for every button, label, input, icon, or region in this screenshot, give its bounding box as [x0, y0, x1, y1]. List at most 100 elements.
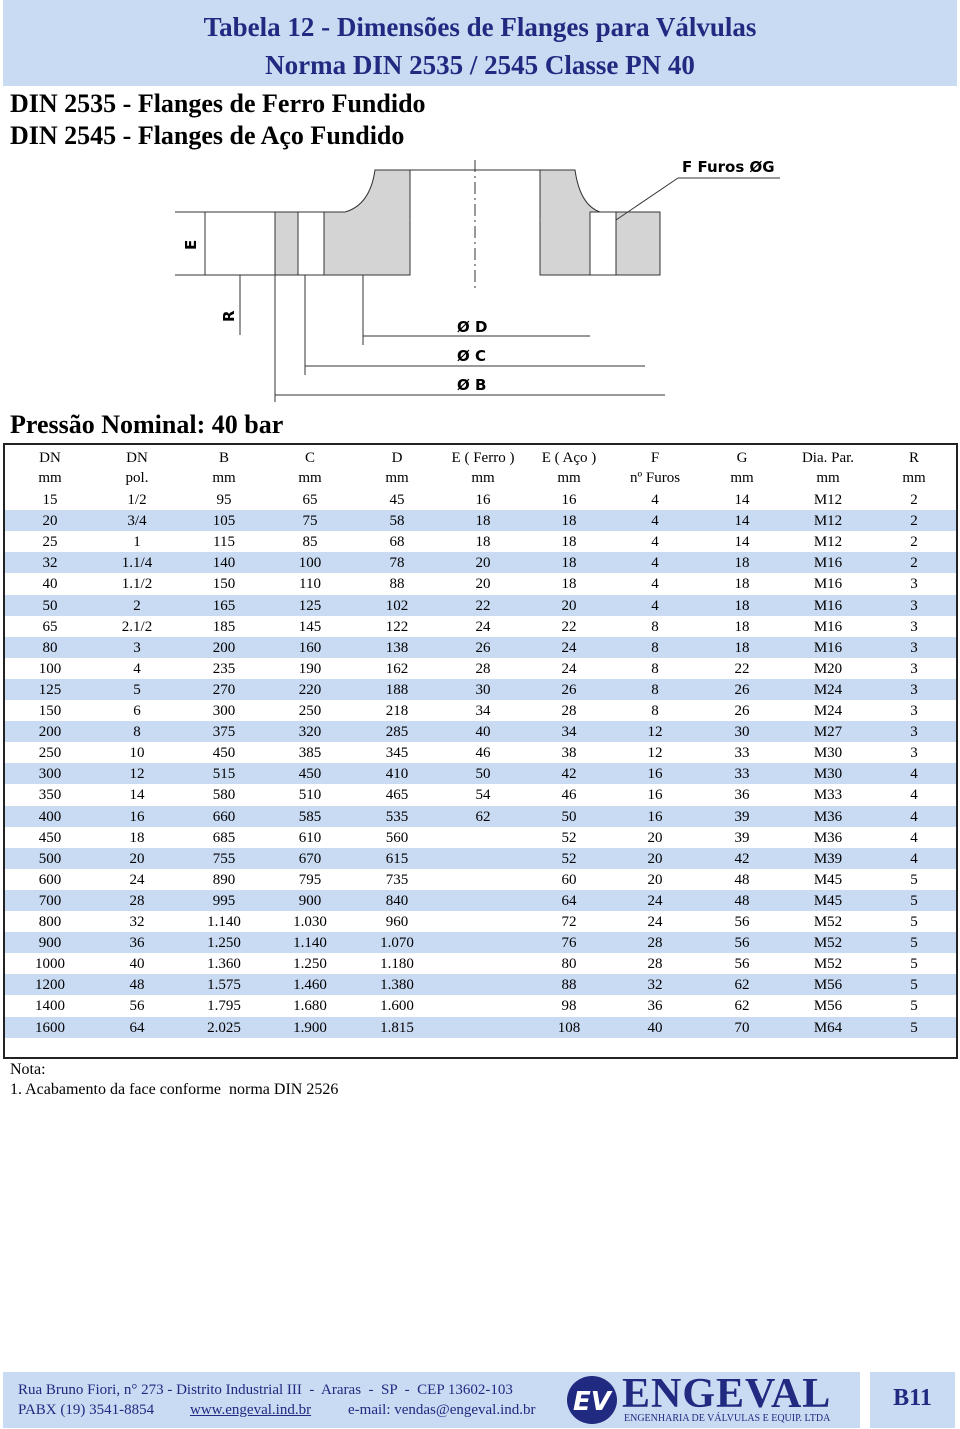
table-cell: 150 — [212, 576, 236, 593]
table-cell: 3/4 — [127, 513, 147, 530]
table-cell: 3 — [910, 703, 918, 719]
table-cell: 65 — [302, 492, 318, 508]
table-cell: 24 — [561, 639, 577, 656]
table-cell: 14 — [734, 492, 750, 508]
table-cell: 12 — [647, 724, 663, 741]
table-cell: 5 — [910, 935, 918, 952]
table-cell: 40 — [129, 956, 145, 973]
table-cell: 25 — [42, 534, 58, 551]
table-cell: 54 — [475, 787, 491, 804]
table-cell: 48 — [129, 977, 145, 994]
table-cell: 3 — [910, 597, 918, 614]
table-cell: 1.815 — [380, 1019, 414, 1036]
table-cell: 410 — [385, 766, 409, 783]
table-cell: 4 — [910, 766, 918, 783]
table-cell: M27 — [813, 724, 843, 741]
table-cell: 6 — [133, 703, 141, 719]
row-background — [5, 889, 956, 911]
table-cell: 500 — [38, 850, 62, 867]
c-label: Ø C — [457, 347, 486, 365]
table-cell: M39 — [813, 850, 843, 867]
table-cell: 70 — [734, 1019, 750, 1036]
table-cell: M16 — [813, 597, 843, 614]
table-cell: 4 — [910, 850, 918, 867]
table-cell: 20 — [42, 513, 58, 530]
table-cell: 16 — [561, 492, 577, 508]
table-cell: 34 — [475, 703, 491, 719]
table-cell: 28 — [129, 892, 145, 909]
table-cell: 24 — [561, 660, 577, 677]
column-unit: pol. — [125, 470, 149, 486]
table-cell: 5 — [910, 892, 918, 909]
table-cell: 39 — [734, 808, 750, 825]
table-cell: 18 — [561, 555, 577, 572]
table-cell: 5 — [910, 956, 918, 973]
table-cell: 32 — [647, 977, 663, 994]
address: Rua Bruno Fiori, n° 273 - Distrito Indus… — [18, 1382, 513, 1398]
column-unit: mm — [212, 470, 236, 486]
pressure: Pressão Nominal: 40 bar — [10, 410, 284, 439]
logo-mark: EV — [573, 1387, 613, 1417]
column-header: E ( Aço ) — [541, 450, 597, 466]
phone: PABX (19) 3541-8854 — [18, 1402, 155, 1418]
column-header: DN — [39, 450, 61, 466]
r-label: R — [220, 310, 238, 322]
table-cell: 660 — [212, 808, 236, 825]
table-cell: 4 — [651, 513, 659, 530]
table-cell: 145 — [298, 618, 322, 635]
table-cell: 1.1/2 — [121, 576, 153, 593]
table-cell: 4 — [910, 787, 918, 804]
table-cell: 18 — [129, 829, 145, 846]
table-cell: 1.460 — [293, 977, 327, 994]
table-cell: M56 — [813, 977, 843, 994]
table-cell: 2 — [910, 492, 918, 508]
table-cell: 14 — [734, 513, 750, 530]
table-cell: 20 — [647, 871, 663, 888]
table-cell: 5 — [910, 977, 918, 994]
table-cell: 1.795 — [207, 998, 241, 1015]
table-cell: 56 — [734, 956, 750, 973]
table-cell: 200 — [38, 724, 62, 741]
table-cell: 465 — [385, 787, 409, 804]
table-cell: 62 — [475, 808, 491, 825]
table-cell: 162 — [385, 660, 409, 677]
column-unit: mm — [557, 470, 581, 486]
table-cell: 4 — [910, 829, 918, 846]
table-cell: 188 — [385, 681, 409, 698]
flange-drawing: F Furos ØG E R Ø D Ø C Ø B — [175, 158, 780, 402]
table-cell: 62 — [734, 977, 750, 994]
table-cell: 36 — [734, 787, 750, 804]
table-cell: 755 — [212, 850, 236, 867]
table-cell: 76 — [561, 935, 577, 952]
table-cell: 515 — [212, 766, 236, 783]
holes-label: F Furos ØG — [682, 158, 775, 176]
table-cell: 1.140 — [293, 935, 327, 952]
table-cell: M45 — [813, 892, 843, 909]
table-cell: 2 — [910, 534, 918, 551]
table-cell: M36 — [813, 829, 843, 846]
leader-line — [615, 177, 679, 221]
table-cell: 122 — [385, 618, 409, 635]
table-cell: 102 — [385, 597, 409, 614]
table-cell: M52 — [813, 956, 843, 973]
table-cell: 56 — [129, 998, 145, 1015]
table-cell: 80 — [561, 956, 577, 973]
table-cell: 65 — [42, 618, 58, 635]
table-cell: 50 — [42, 597, 58, 614]
bolt-hole — [297, 211, 325, 276]
table-cell: 64 — [129, 1019, 145, 1036]
table-cell: 218 — [385, 703, 409, 719]
table-cell: M20 — [813, 660, 843, 677]
title: Tabela 12 - Dimensões de Flanges para Vá… — [203, 12, 757, 42]
column-header: C — [304, 450, 315, 466]
table-cell: 34 — [561, 724, 577, 741]
column-header: Dia. Par. — [801, 450, 855, 466]
table-cell: 700 — [38, 892, 62, 909]
table-cell: 900 — [38, 935, 62, 952]
bolt-hole — [589, 211, 617, 276]
note-heading: Nota: — [10, 1061, 46, 1078]
table-cell: 64 — [561, 892, 577, 909]
table-cell: 385 — [298, 745, 322, 762]
table-cell: 3 — [133, 639, 141, 656]
